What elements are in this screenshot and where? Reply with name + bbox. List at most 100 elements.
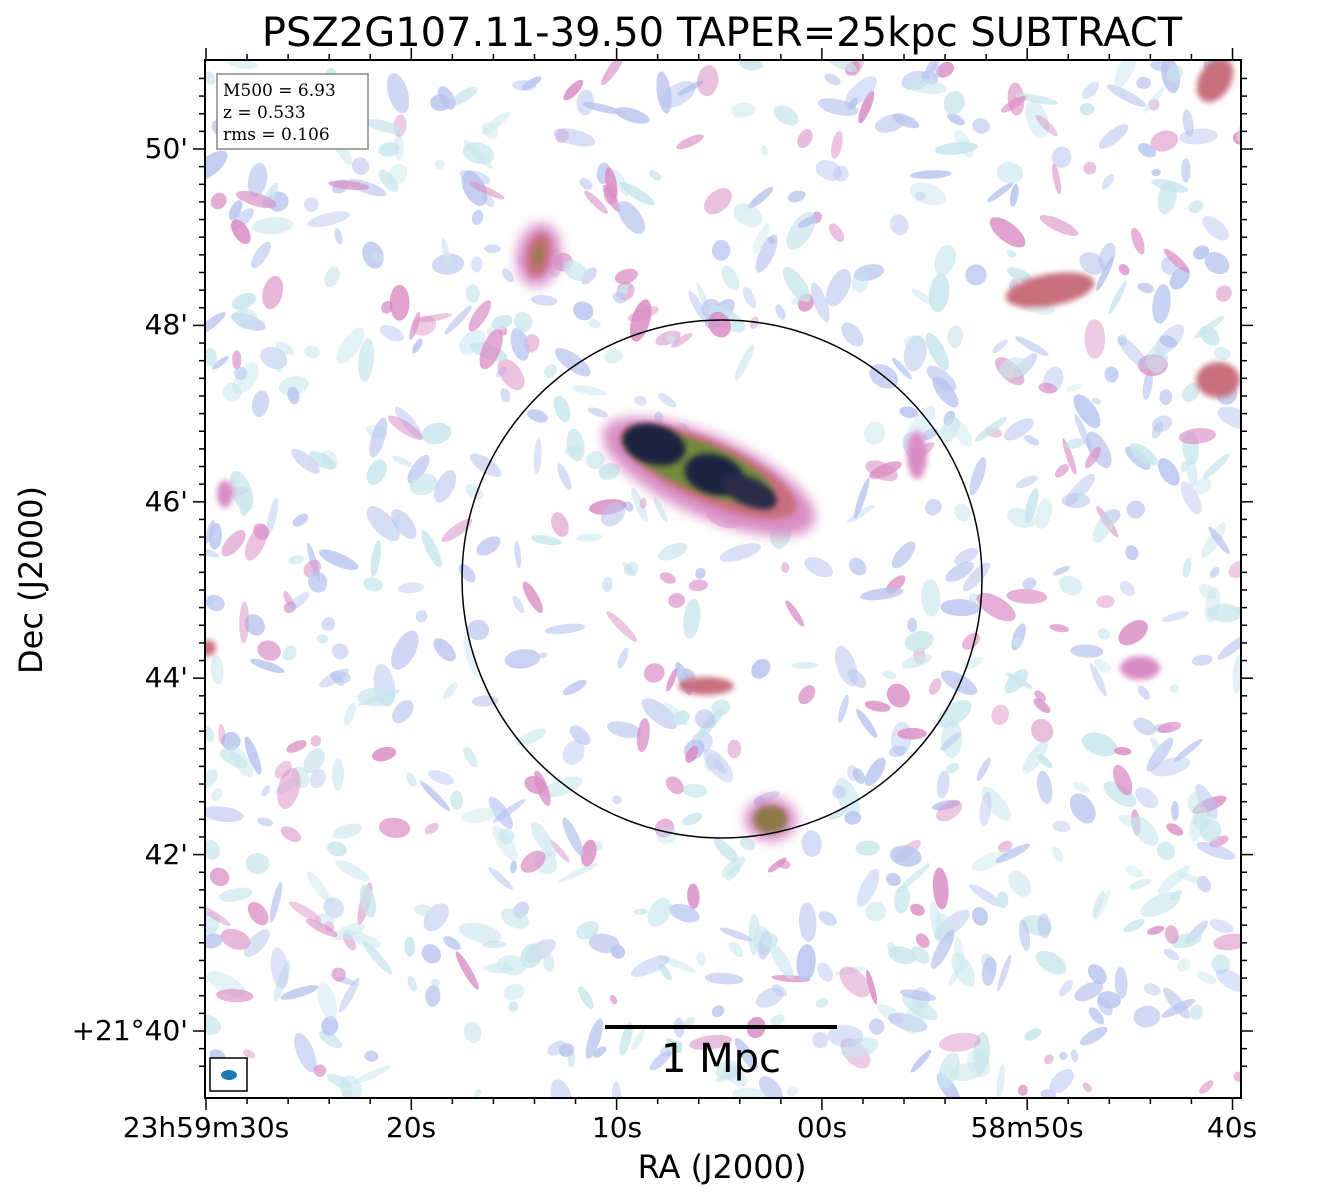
noise-speckle (318, 549, 359, 571)
noise-speckle (205, 839, 220, 860)
noise-speckle (218, 724, 226, 745)
noise-speckle (1066, 383, 1082, 392)
noise-speckle (972, 118, 990, 134)
noise-speckle (1074, 981, 1104, 1002)
noise-speckle (708, 311, 731, 338)
noise-speckle (682, 812, 703, 826)
noise-speckle (1217, 406, 1241, 431)
noise-speckle (512, 595, 524, 614)
noise-speckle (612, 292, 628, 304)
noise-speckle (283, 591, 295, 609)
noise-speckle (932, 867, 949, 910)
noise-speckle (659, 572, 676, 584)
noise-speckle (771, 984, 788, 997)
x-tick-label: 23h59m30s (123, 1111, 290, 1144)
noise-speckle (832, 785, 846, 799)
noise-speckle (1150, 756, 1191, 777)
noise-speckle (860, 587, 904, 601)
noise-speckle (1096, 256, 1114, 291)
noise-speckle (1207, 603, 1241, 623)
noise-speckle (407, 454, 430, 484)
noise-speckle (1173, 738, 1203, 762)
noise-speckle (1079, 102, 1095, 116)
noise-speckle (492, 825, 518, 861)
noise-speckle (831, 130, 843, 159)
noise-speckle (482, 192, 495, 208)
noise-speckle (1085, 446, 1101, 469)
noise-speckle (864, 757, 886, 786)
noise-speckle (576, 921, 599, 940)
noise-speckle (244, 736, 262, 775)
noise-speckle (901, 994, 938, 1021)
noise-speckle (694, 709, 716, 729)
noise-speckle (1129, 878, 1152, 890)
noise-speckle (996, 161, 1024, 185)
noise-speckle (573, 301, 594, 321)
noise-speckle (321, 1016, 339, 1036)
noise-speckle (1108, 280, 1127, 315)
noise-speckle (909, 182, 947, 206)
noise-speckle (242, 1049, 256, 1059)
noise-speckle (1093, 659, 1111, 673)
noise-speckle (854, 477, 870, 519)
noise-speckle (748, 914, 760, 956)
noise-speckle (931, 799, 961, 811)
noise-speckle (703, 748, 734, 783)
noise-speckle (357, 687, 396, 707)
noise-speckle (775, 304, 786, 320)
noise-speckle (221, 731, 241, 751)
noise-speckle (277, 767, 301, 810)
noise-speckle (639, 497, 647, 509)
noise-speckle (407, 975, 418, 992)
noise-speckle (508, 1001, 519, 1012)
noise-speckle (1065, 437, 1085, 449)
noise-speckle (989, 217, 1026, 248)
noise-speckle (676, 134, 704, 150)
noise-speckle (1191, 654, 1213, 666)
noise-speckle (954, 129, 974, 158)
noise-speckle (275, 341, 294, 356)
noise-speckle (577, 986, 594, 1010)
noise-speckle (1037, 913, 1051, 939)
noise-speckle (1101, 173, 1115, 190)
noise-speckle (473, 1088, 482, 1098)
noise-speckle (857, 868, 880, 908)
noise-speckle (810, 282, 830, 323)
noise-speckle (210, 655, 224, 685)
noise-speckle (954, 547, 979, 565)
source-core (753, 805, 788, 834)
noise-speckle (1049, 624, 1070, 633)
noise-speckle (469, 453, 502, 478)
noise-speckle (882, 671, 897, 679)
noise-speckle (421, 422, 452, 445)
noise-speckle (1180, 481, 1202, 515)
noise-speckle (981, 956, 997, 986)
noise-speckle (1213, 933, 1241, 951)
noise-speckle (406, 772, 417, 787)
radio-image: 1 Mpc M500 = 6.93 z = 0.533 rms = 0.106 (205, 60, 1241, 1098)
noise-speckle (734, 344, 754, 381)
noise-speckle (372, 252, 384, 262)
noise-speckle (891, 541, 916, 569)
noise-speckle (974, 416, 1008, 442)
noise-speckle (1072, 781, 1090, 793)
noise-speckle (968, 593, 979, 603)
noise-speckle (649, 170, 662, 181)
info-box (216, 73, 369, 150)
noise-speckle (969, 456, 987, 496)
noise-speckle (333, 823, 362, 839)
noise-speckle (1215, 285, 1232, 302)
noise-speckle (1083, 161, 1097, 175)
noise-speckle (1034, 690, 1047, 702)
noise-speckle (476, 536, 501, 556)
noise-speckle (465, 284, 480, 303)
source-patch (678, 677, 734, 695)
noise-speckle (834, 645, 858, 687)
noise-speckle (319, 1030, 342, 1049)
noise-speckle (704, 972, 744, 985)
noise-speckle (1112, 764, 1133, 796)
noise-speckle (1178, 428, 1217, 445)
noise-speckle (1157, 721, 1182, 734)
noise-speckle (828, 807, 847, 820)
noise-speckle (602, 576, 613, 592)
